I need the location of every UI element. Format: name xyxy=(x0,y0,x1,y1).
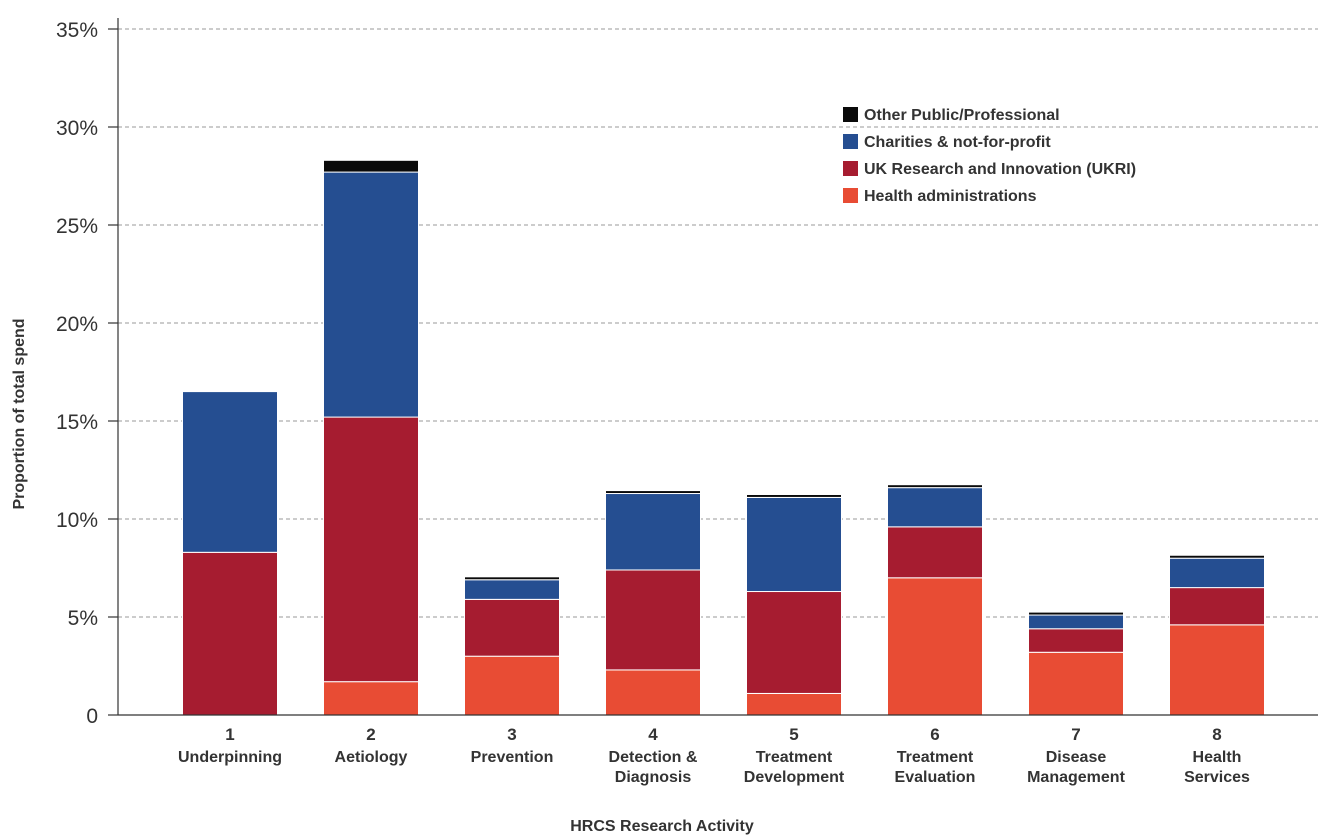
y-tick-label-4: 20% xyxy=(56,313,98,336)
bar-3-series-0 xyxy=(464,655,560,716)
legend-label-2: UK Research and Innovation (UKRI) xyxy=(864,161,1136,178)
bar-3-series-3 xyxy=(464,576,560,581)
x-axis-label: HRCS Research Activity xyxy=(570,818,754,835)
x-tick-number-4: 4 xyxy=(648,725,658,744)
y-tick-label-6: 30% xyxy=(56,117,98,140)
bar-5-series-1 xyxy=(746,591,842,694)
x-tick-label-6-line-1: Evaluation xyxy=(895,769,976,786)
legend-swatch-0 xyxy=(843,107,858,122)
legend-swatch-1 xyxy=(843,134,858,149)
bar-7-series-1 xyxy=(1028,628,1124,653)
legend-label-3: Health administrations xyxy=(864,188,1037,205)
y-tick-label-3: 15% xyxy=(56,411,98,434)
x-tick-number-5: 5 xyxy=(789,725,798,744)
y-axis-label: Proportion of total spend xyxy=(11,318,28,509)
x-tick-labels: 1 Underpinning 2 Aetiology 3 Prevention 4 Detec… xyxy=(178,725,1250,786)
bar-7-series-3 xyxy=(1028,611,1124,616)
bar-2-series-1 xyxy=(323,416,419,683)
bar-1-series-2 xyxy=(182,391,278,553)
x-tick-label-7-line-1: Management xyxy=(1027,769,1125,786)
bar-3-series-1 xyxy=(464,598,560,657)
bar-8-series-1 xyxy=(1169,587,1265,626)
x-tick-number-3: 3 xyxy=(507,725,516,744)
x-tick-label-4-line-1: Diagnosis xyxy=(615,769,692,786)
bar-5-series-3 xyxy=(746,494,842,498)
x-tick-number-1: 1 xyxy=(225,725,234,744)
legend-swatch-2 xyxy=(843,161,858,176)
bar-2-series-3 xyxy=(323,159,419,173)
bars xyxy=(182,159,1265,716)
bar-2-series-0 xyxy=(323,681,419,716)
legend-label-1: Charities & not-for-profit xyxy=(864,134,1051,151)
y-tick-label-2: 10% xyxy=(56,509,98,532)
x-tick-label-8-line-0: Health xyxy=(1193,749,1242,766)
gridlines xyxy=(118,28,1318,618)
x-tick-label-7-line-0: Disease xyxy=(1046,749,1107,766)
x-tick-label-5-line-0: Treatment xyxy=(756,749,833,766)
y-tick-label-7: 35% xyxy=(56,19,98,42)
bar-8-series-0 xyxy=(1169,624,1265,716)
axes xyxy=(108,18,1318,716)
y-tick-label-5: 25% xyxy=(56,215,98,238)
y-tick-labels: 0 5% 10% 15% 20% 25% 30% 35% xyxy=(56,19,98,728)
y-tick-label-0: 0 xyxy=(86,705,98,728)
bar-3-series-2 xyxy=(464,579,560,600)
bar-4-series-0 xyxy=(605,669,701,716)
x-tick-label-6-line-0: Treatment xyxy=(897,749,974,766)
bar-4-series-2 xyxy=(605,493,701,571)
legend-label-0: Other Public/Professional xyxy=(864,107,1060,124)
x-tick-number-7: 7 xyxy=(1071,725,1080,744)
x-tick-label-8-line-1: Services xyxy=(1184,769,1250,786)
x-tick-label-1-line-0: Underpinning xyxy=(178,749,282,766)
bar-2-series-2 xyxy=(323,171,419,418)
bar-4-series-3 xyxy=(605,490,701,495)
x-tick-label-5-line-1: Development xyxy=(744,769,845,786)
x-tick-number-2: 2 xyxy=(366,725,375,744)
bar-6-series-2 xyxy=(887,487,983,528)
bar-8-series-3 xyxy=(1169,554,1265,559)
bar-8-series-2 xyxy=(1169,557,1265,589)
legend-swatch-3 xyxy=(843,188,858,203)
x-tick-number-8: 8 xyxy=(1212,725,1221,744)
bar-1-series-1 xyxy=(182,551,278,716)
bar-5-series-2 xyxy=(746,496,842,593)
bar-7-series-0 xyxy=(1028,651,1124,716)
x-tick-label-4-line-0: Detection & xyxy=(609,749,698,766)
bar-6-series-1 xyxy=(887,526,983,579)
bar-6-series-3 xyxy=(887,484,983,489)
x-tick-number-6: 6 xyxy=(930,725,939,744)
bar-7-series-2 xyxy=(1028,614,1124,630)
legend: Other Public/Professional Charities & not… xyxy=(843,107,1136,205)
bar-4-series-1 xyxy=(605,569,701,671)
bar-5-series-0 xyxy=(746,692,842,716)
x-tick-label-3-line-0: Prevention xyxy=(471,749,554,766)
bar-6-series-0 xyxy=(887,577,983,716)
x-tick-label-2-line-0: Aetiology xyxy=(335,749,408,766)
y-tick-label-1: 5% xyxy=(68,607,98,630)
